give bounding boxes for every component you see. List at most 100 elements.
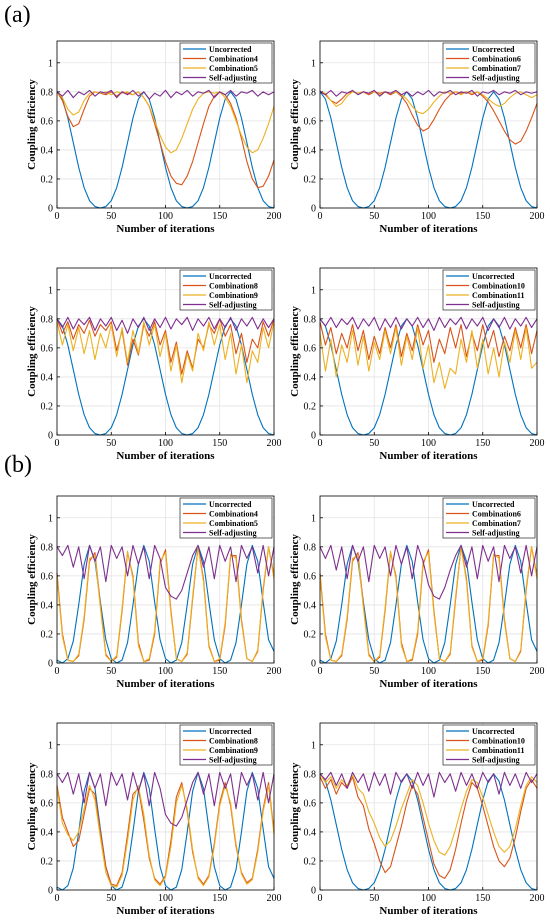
- x-axis-title: Number of iterations: [379, 450, 478, 462]
- series-line-combination10: [319, 776, 538, 879]
- legend-label: Self-adjusting: [209, 300, 257, 309]
- y-axis-title: Coupling effeiency: [289, 762, 301, 850]
- legend-label: Uncorrected: [472, 500, 515, 509]
- legend-label: Uncorrected: [209, 727, 252, 736]
- legend-box: [442, 269, 536, 311]
- x-axis-title: Number of iterations: [116, 905, 215, 917]
- y-tick-label: 0.8: [304, 769, 317, 780]
- legend-label: Combination5: [209, 64, 258, 73]
- y-tick-label: 0.4: [41, 827, 54, 838]
- y-tick-label: 0.8: [304, 542, 317, 553]
- x-tick-label: 50: [106, 666, 116, 677]
- x-axis-title: Number of iterations: [116, 450, 215, 462]
- legend-label: Uncorrected: [209, 500, 252, 509]
- x-tick-label: 150: [475, 666, 490, 677]
- legend-label: Combination6: [472, 509, 521, 518]
- y-tick-label: 0.2: [41, 174, 54, 185]
- y-tick-label: 0.2: [304, 629, 317, 640]
- y-tick-label: 0.8: [41, 314, 54, 325]
- chart-6: 0 50 100 150 200 0 0.2 0.4 0.6 0.8 1 Number of iter…: [289, 495, 545, 690]
- chart-2: 0 50 100 150 200 0 0.2 0.4 0.6 0.8 1 Number of iter…: [289, 40, 545, 235]
- y-tick-label: 0: [48, 659, 53, 670]
- y-tick-label: 0.6: [41, 798, 54, 809]
- y-tick-label: 0.2: [304, 174, 317, 185]
- chart-5: 0 50 100 150 200 0 0.2 0.4 0.6 0.8 1 Number of iter…: [26, 495, 282, 690]
- legend-box: [179, 269, 273, 311]
- y-tick-label: 0.6: [304, 571, 317, 582]
- legend-label: Combination4: [209, 54, 258, 63]
- x-tick-label: 50: [369, 666, 379, 677]
- series-line-self-adjusting: [319, 316, 538, 331]
- x-tick-label: 100: [421, 666, 436, 677]
- y-tick-label: 0.8: [41, 542, 54, 553]
- x-tick-label: 200: [267, 666, 282, 677]
- series-line-combination11: [319, 773, 538, 856]
- legend-box: [179, 497, 273, 539]
- y-tick-label: 0: [311, 886, 316, 897]
- legend-label: Self-adjusting: [209, 73, 257, 82]
- panel-label-b: (b): [4, 452, 32, 478]
- series-line-combination8: [56, 318, 275, 375]
- y-axis-title: Coupling efficiency: [289, 306, 301, 397]
- legend-box: [442, 724, 536, 766]
- series-line-self-adjusting: [319, 544, 538, 600]
- y-axis-title: Coupling efficiency: [26, 306, 38, 397]
- x-tick-label: 0: [318, 666, 323, 677]
- series-line-combination9: [56, 321, 275, 384]
- y-tick-label: 0.2: [41, 856, 54, 867]
- legend-label: Combination4: [209, 509, 258, 518]
- series-line-self-adjusting: [56, 89, 275, 100]
- series-line-combination9: [56, 784, 275, 888]
- x-tick-label: 0: [55, 666, 60, 677]
- legend-label: Combination6: [472, 54, 521, 63]
- y-tick-label: 0: [48, 431, 53, 442]
- x-tick-label: 0: [55, 211, 60, 222]
- x-tick-label: 150: [475, 893, 490, 904]
- x-tick-label: 50: [369, 211, 379, 222]
- x-axis-title: Number of iterations: [379, 905, 478, 917]
- x-tick-label: 50: [106, 211, 116, 222]
- y-tick-label: 0: [311, 659, 316, 670]
- x-axis-title: Number of iterations: [379, 678, 478, 690]
- legend-label: Self-adjusting: [209, 755, 257, 764]
- x-tick-label: 50: [106, 893, 116, 904]
- x-tick-label: 200: [530, 666, 545, 677]
- y-tick-label: 0.4: [304, 145, 317, 156]
- x-tick-label: 200: [530, 211, 545, 222]
- x-tick-label: 0: [318, 211, 323, 222]
- y-tick-label: 0.6: [304, 116, 317, 127]
- y-tick-label: 0.2: [304, 856, 317, 867]
- series-line-uncorrected: [56, 318, 275, 436]
- y-tick-label: 1: [311, 740, 316, 751]
- chart-7: 0 50 100 150 200 0 0.2 0.4 0.6 0.8 1 Number of iter…: [26, 722, 282, 917]
- legend-box: [179, 42, 273, 84]
- series-line-uncorrected: [56, 91, 275, 209]
- x-tick-label: 100: [158, 666, 173, 677]
- y-tick-label: 0.8: [304, 314, 317, 325]
- x-tick-label: 100: [421, 211, 436, 222]
- series-line-combination11: [319, 326, 538, 390]
- y-tick-label: 1: [48, 740, 53, 751]
- series-line-self-adjusting: [319, 771, 538, 798]
- x-tick-label: 100: [421, 893, 436, 904]
- y-tick-label: 0.4: [41, 600, 54, 611]
- x-tick-label: 50: [369, 893, 379, 904]
- series-line-self-adjusting: [56, 316, 275, 334]
- y-tick-label: 0.4: [41, 372, 54, 383]
- x-tick-label: 200: [267, 211, 282, 222]
- legend-label: Self-adjusting: [472, 300, 520, 309]
- x-tick-label: 150: [212, 211, 227, 222]
- y-tick-label: 0.8: [41, 87, 54, 98]
- y-axis-title: Coupling effeiency: [26, 762, 38, 850]
- y-tick-label: 0.8: [41, 769, 54, 780]
- x-tick-label: 200: [267, 893, 282, 904]
- x-tick-label: 100: [158, 893, 173, 904]
- legend-label: Combination5: [209, 519, 258, 528]
- y-tick-label: 1: [48, 285, 53, 296]
- legend-label: Uncorrected: [209, 45, 252, 54]
- series-line-uncorrected: [319, 318, 538, 436]
- y-tick-label: 0.2: [41, 401, 54, 412]
- series-line-self-adjusting: [56, 544, 275, 600]
- y-tick-label: 1: [311, 513, 316, 524]
